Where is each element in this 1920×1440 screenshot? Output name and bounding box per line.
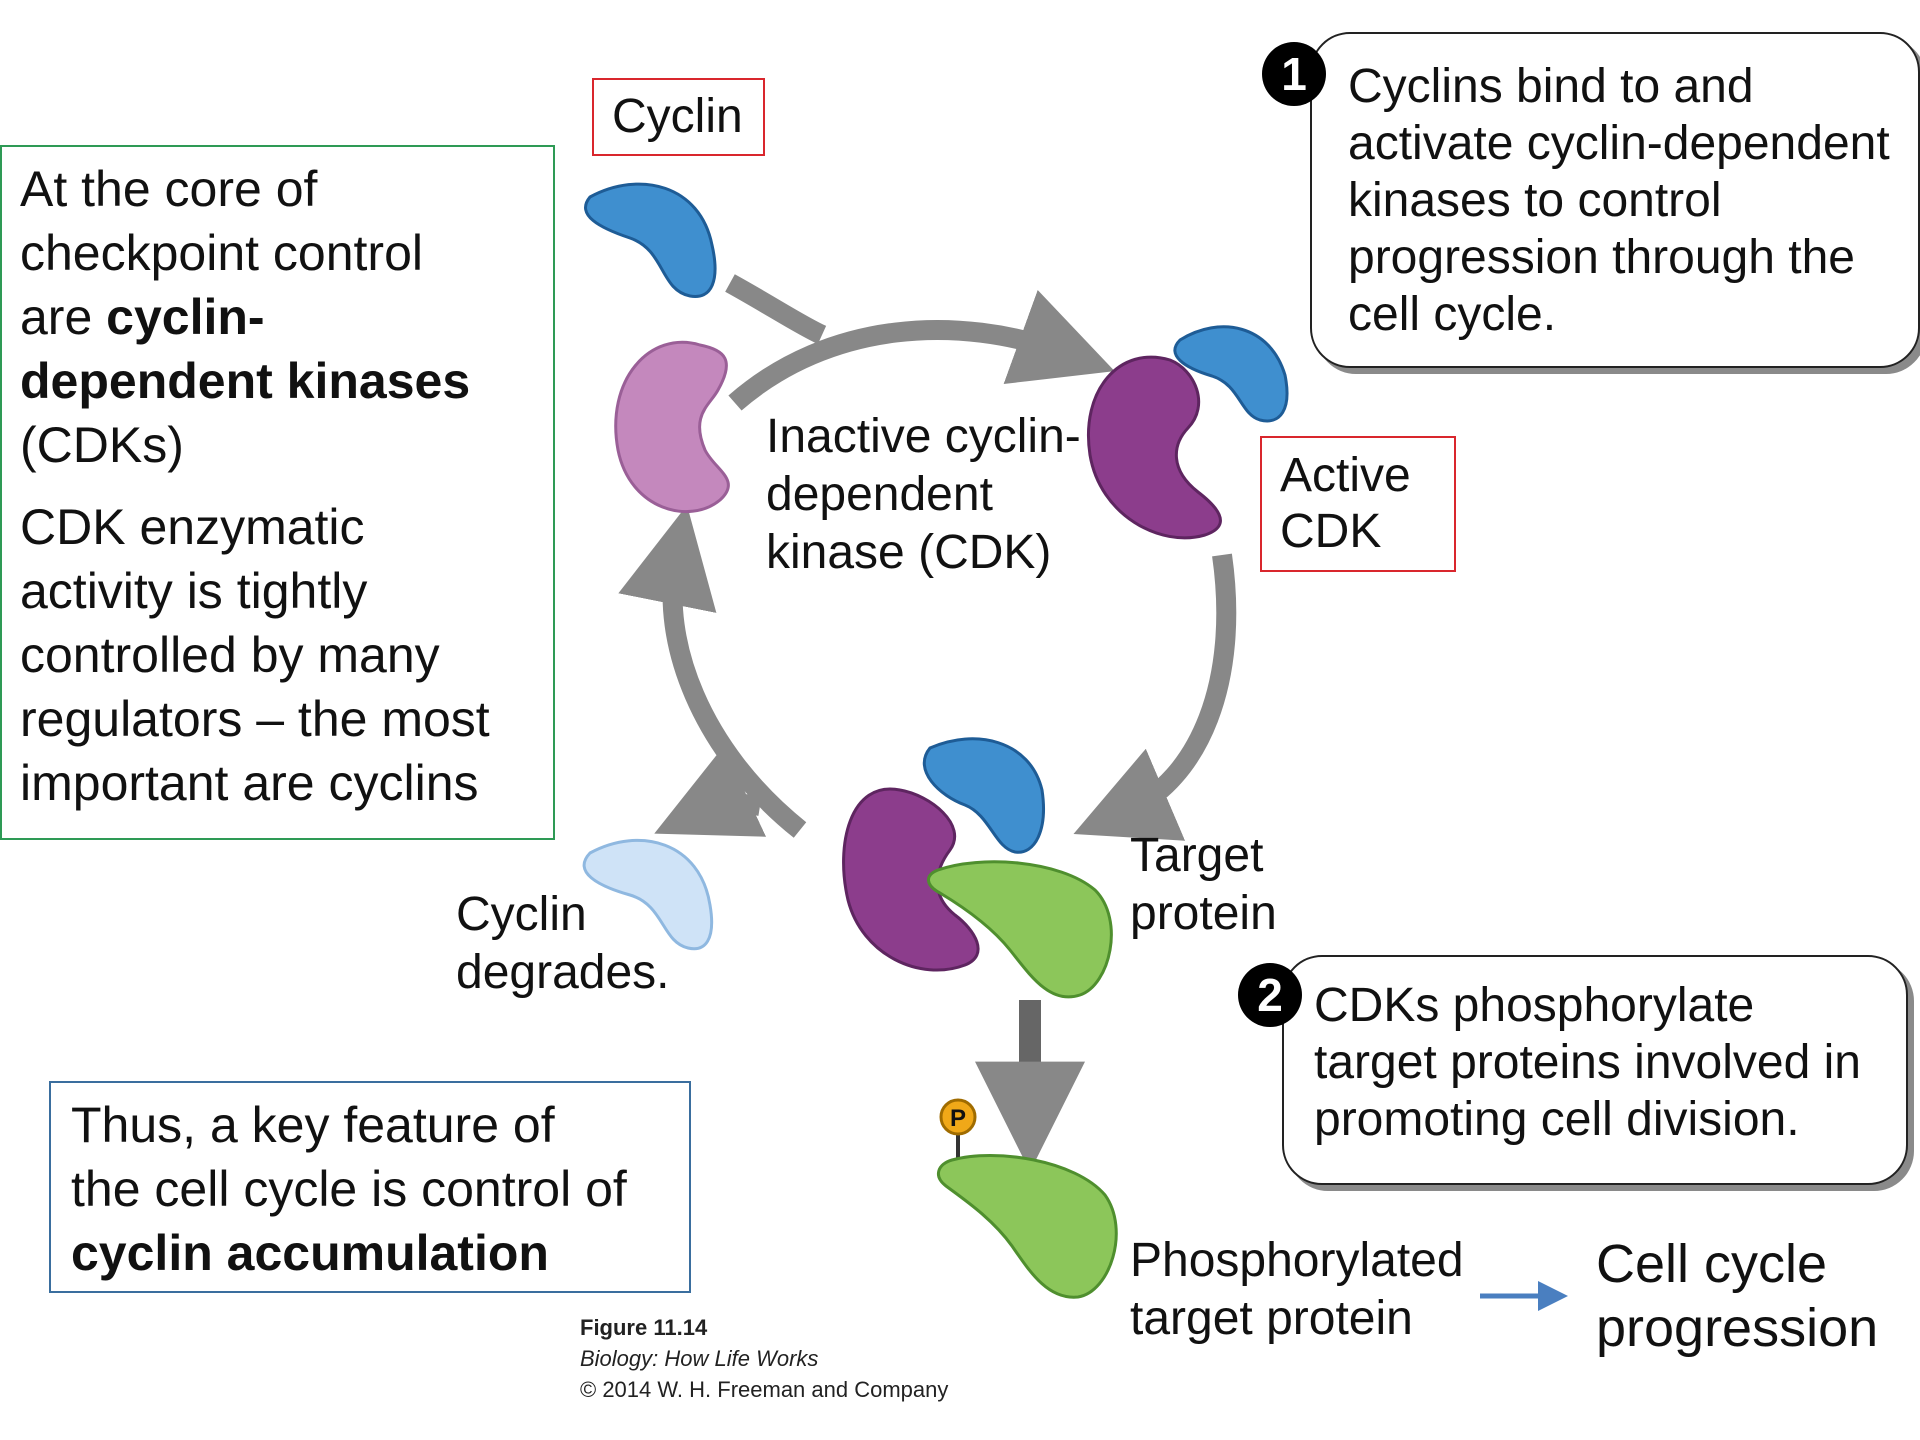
target-protein-label-line: protein (1130, 887, 1277, 940)
cycle-arrow-left (618, 505, 807, 838)
target-protein-label-line: Target (1130, 829, 1264, 882)
degraded-cyclin-icon (582, 838, 714, 951)
step1-line: activate cyclin-dependent (1348, 117, 1890, 170)
left-box-line: checkpoint control (20, 225, 424, 281)
cyclin-join-arrow (725, 274, 827, 345)
left-box-emphasis: cyclin- (106, 289, 265, 345)
inactive-cdk-label: Inactive cyclin- dependent kinase (CDK) (766, 408, 1106, 582)
figure-caption: Figure 11.14 Biology: How Life Works © 2… (580, 1312, 1000, 1405)
left-box-line: controlled by many (20, 627, 440, 683)
target-protein-label: Target protein (1130, 827, 1350, 943)
free-cyclin-icon (584, 182, 717, 298)
step1-number-badge: 1 (1262, 42, 1326, 106)
active-cdk-icon (1087, 325, 1289, 540)
left-box-line: activity is tightly (20, 563, 368, 619)
left-box-line: important are cyclins (20, 755, 479, 811)
step2-number-badge: 2 (1238, 963, 1302, 1027)
cyclin-degrades-label-line: Cyclin (456, 888, 587, 941)
step1-line: progression through the (1348, 231, 1855, 284)
cyclin-degrades-label-line: degrades. (456, 946, 670, 999)
inactive-cdk-label-line: Inactive cyclin- (766, 410, 1081, 463)
active-cdk-label: Active CDK (1260, 436, 1456, 572)
cyclin-label: Cyclin (592, 78, 765, 156)
cyclin-release-arrow (654, 746, 767, 837)
key-feature-box: Thus, a key feature of the cell cycle is… (49, 1081, 691, 1293)
cyclin-degrades-label: Cyclin degrades. (456, 886, 716, 1002)
phosphate-icon: P (939, 1098, 977, 1136)
step2-line: target proteins involved in (1314, 1036, 1861, 1089)
step1-line: cell cycle. (1348, 288, 1557, 341)
step1-text: Cyclins bind to and activate cyclin-depe… (1348, 58, 1900, 343)
cell-cycle-progression-label-line: progression (1596, 1298, 1879, 1358)
cell-cycle-progression-label-line: Cell cycle (1596, 1234, 1828, 1294)
phosphorylated-target-label-line: target protein (1130, 1292, 1413, 1345)
phosphorylated-target-label-line: Phosphorylated (1130, 1234, 1464, 1287)
step2-line: CDKs phosphorylate (1314, 979, 1755, 1032)
step1-line: kinases to control (1348, 174, 1722, 227)
bottom-box-line: Thus, a key feature of (71, 1097, 555, 1153)
phosphorylated-target-label: Phosphorylated target protein (1130, 1232, 1470, 1348)
inactive-cdk-label-line: dependent (766, 468, 993, 521)
figure-number: Figure 11.14 (580, 1315, 708, 1340)
cdk-target-complex-icon (842, 737, 1113, 999)
step2-text: CDKs phosphorylate target proteins invol… (1314, 977, 1888, 1148)
cycle-arrow-top (728, 290, 1115, 411)
core-checkpoint-box: At the core of checkpoint control are cy… (0, 145, 555, 840)
bottom-box-emphasis: cyclin accumulation (71, 1225, 549, 1281)
left-box-p2: CDK enzymatic activity is tightly contro… (20, 495, 535, 815)
left-box-p1: At the core of checkpoint control are cy… (20, 157, 535, 477)
copyright-text: © 2014 W. H. Freeman and Company (580, 1377, 949, 1402)
left-box-line: At the core of (20, 161, 318, 217)
cell-cycle-progression-label: Cell cycle progression (1596, 1232, 1896, 1360)
active-cdk-label-line: CDK (1280, 505, 1382, 558)
step1-line: Cyclins bind to and (1348, 60, 1754, 113)
bottom-box-text: Thus, a key feature of the cell cycle is… (71, 1093, 669, 1285)
step2-line: promoting cell division. (1314, 1093, 1800, 1146)
active-cdk-label-line: Active (1280, 449, 1411, 502)
step1-callout: Cyclins bind to and activate cyclin-depe… (1310, 32, 1920, 368)
left-box-emphasis: dependent kinases (20, 353, 471, 409)
left-box-line: are (20, 289, 107, 345)
left-box-line: regulators – the most (20, 691, 490, 747)
phosphate-label: P (950, 1105, 966, 1132)
inactive-cdk-label-line: kinase (CDK) (766, 526, 1052, 579)
phosphorylated-target-icon (937, 1134, 1118, 1299)
step2-callout: CDKs phosphorylate target proteins invol… (1282, 955, 1908, 1185)
inactive-cdk-icon (614, 340, 730, 514)
left-box-line: (CDKs) (20, 417, 184, 473)
left-box-line: CDK enzymatic (20, 499, 365, 555)
cycle-arrow-right (1073, 553, 1237, 841)
book-title: Biology: How Life Works (580, 1346, 819, 1371)
bottom-box-line: the cell cycle is control of (71, 1161, 627, 1217)
